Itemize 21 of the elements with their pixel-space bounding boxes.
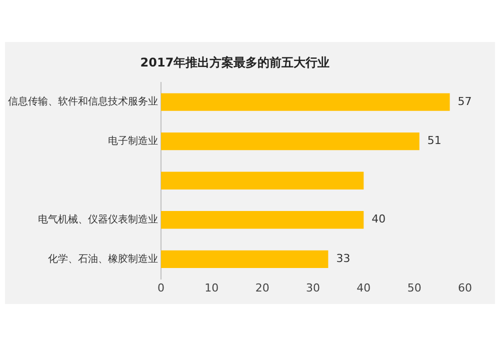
x-tick-label: 10 [204, 281, 219, 294]
data-label: 51 [427, 134, 442, 148]
chart-title: 2017年推出方案最多的前五大行业 [140, 55, 330, 70]
bar [161, 132, 420, 150]
y-tick-label: 信息传输、软件和信息技术服务业 [8, 96, 158, 108]
bar [161, 172, 364, 190]
bar [161, 93, 450, 111]
x-tick-label: 30 [306, 281, 320, 294]
y-tick-label: 电气机械、仪器仪表制造业 [38, 213, 158, 226]
y-tick-label: 化学、石油、橡胶制造业 [48, 252, 158, 265]
data-label: 57 [458, 94, 472, 108]
x-tick-label: 50 [407, 281, 422, 294]
x-tick-label: 0 [158, 281, 164, 294]
bar [161, 250, 328, 268]
bar [161, 211, 364, 229]
x-tick-label: 40 [356, 281, 371, 294]
x-tick-label: 60 [458, 281, 472, 294]
x-tick-label: 20 [255, 281, 270, 294]
data-label: 33 [336, 252, 350, 266]
data-label: 40 [372, 212, 386, 226]
y-tick-label: 电子制造业 [108, 134, 158, 147]
